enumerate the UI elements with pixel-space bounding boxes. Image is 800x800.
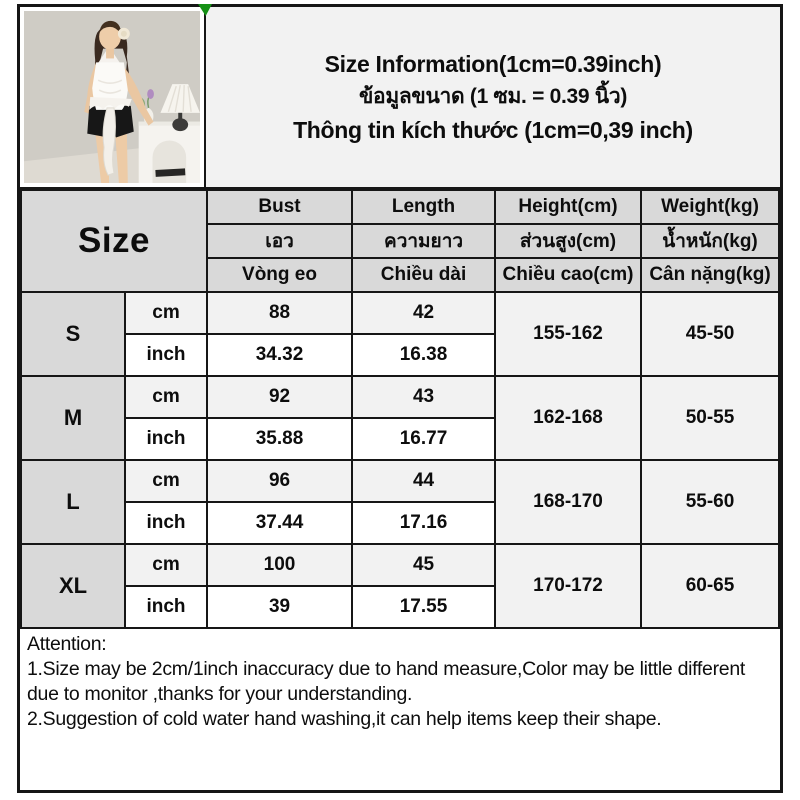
m-bust-cm: 92 [206,375,354,419]
unit-inch: inch [123,333,209,377]
photo-lamp [160,84,200,132]
col-bust-th: เอว [206,223,354,259]
l-weight: 55-60 [640,459,780,545]
s-bust-inch: 34.32 [206,333,354,377]
attention-section: Attention: 1.Size may be 2cm/1inch inacc… [20,629,780,790]
title-vietnamese: Thông tin kích thước (1cm=0,39 inch) [293,117,693,143]
size-label-l: L [20,459,126,545]
unit-cm: cm [123,459,209,503]
col-bust-en: Bust [206,189,354,225]
size-header-cell: Size [19,189,209,293]
m-height: 162-168 [494,375,643,461]
photo-book [155,168,186,177]
l-bust-inch: 37.44 [206,501,354,545]
unit-cm: cm [123,375,209,419]
col-height-vi: Chiều cao(cm) [494,257,643,293]
attention-note-1: 1.Size may be 2cm/1inch inaccuracy due t… [27,658,745,705]
header-row-vi: Vòng eo Chiều dài Chiều cao(cm) Cân nặng… [21,257,780,293]
l-height: 168-170 [494,459,643,545]
col-weight-th: น้ำหนัก(kg) [640,223,780,259]
top-section: Size Information(1cm=0.39inch) ข้อมูลขนา… [20,4,780,189]
unit-inch: inch [123,585,209,629]
xl-height: 170-172 [494,543,643,629]
size-label-m: M [20,375,126,461]
s-length-inch: 16.38 [351,333,497,377]
s-length-cm: 42 [351,291,497,335]
product-photo [20,7,206,187]
attention-note-2: 2.Suggestion of cold water hand washing,… [27,708,662,730]
attention-heading: Attention: [27,633,107,655]
l-length-cm: 44 [351,459,497,503]
col-weight-vi: Cân nặng(kg) [640,257,780,293]
col-height-th: ส่วนสูง(cm) [494,223,643,259]
s-bust-cm: 88 [206,291,354,335]
title-english: Size Information(1cm=0.39inch) [324,51,662,77]
size-label-xl: XL [20,543,126,629]
size-label-s: S [20,291,126,377]
size-table: Size Bust Length Height(cm) Weight(kg) เ… [19,189,780,629]
row-xl-cm: XL cm 100 45 170-172 60-65 [20,543,780,629]
size-chart-frame: Size Information(1cm=0.39inch) ข้อมูลขนา… [17,4,783,793]
unit-inch: inch [123,417,209,461]
header-row-en: Size Bust Length Height(cm) Weight(kg) [19,189,780,293]
xl-length-cm: 45 [351,543,497,587]
l-bust-cm: 96 [206,459,354,503]
row-s-cm: S cm 88 42 155-162 45-50 [20,291,780,377]
col-weight-en: Weight(kg) [640,189,780,225]
photo-model [84,20,154,183]
header-row-th: เอว ความยาว ส่วนสูง(cm) น้ำหนัก(kg) [21,223,780,259]
m-weight: 50-55 [640,375,780,461]
row-m-cm: M cm 92 43 162-168 50-55 [20,375,780,461]
col-bust-vi: Vòng eo [206,257,354,293]
unit-cm: cm [123,291,209,335]
xl-bust-inch: 39 [206,585,354,629]
col-length-vi: Chiều dài [351,257,497,293]
unit-cm: cm [123,543,209,587]
xl-weight: 60-65 [640,543,780,629]
s-height: 155-162 [494,291,643,377]
m-length-cm: 43 [351,375,497,419]
product-photo-illustration [24,11,200,183]
row-s-inch: inch 34.32 16.38 [21,333,779,377]
xl-bust-cm: 100 [206,543,354,587]
m-bust-inch: 35.88 [206,417,354,461]
title-thai: ข้อมูลขนาด (1 ซม. = 0.39 นิ้ว) [358,85,628,108]
row-xl-inch: inch 39 17.55 [21,585,779,629]
m-length-inch: 16.77 [351,417,497,461]
row-m-inch: inch 35.88 16.77 [21,417,779,461]
col-height-en: Height(cm) [494,189,643,225]
unit-inch: inch [123,501,209,545]
col-length-th: ความยาว [351,223,497,259]
size-info-title: Size Information(1cm=0.39inch) ข้อมูลขนา… [206,7,780,187]
l-length-inch: 17.16 [351,501,497,545]
s-weight: 45-50 [640,291,780,377]
row-l-inch: inch 37.44 17.16 [21,501,779,545]
xl-length-inch: 17.55 [351,585,497,629]
row-l-cm: L cm 96 44 168-170 55-60 [20,459,780,545]
col-length-en: Length [351,189,497,225]
